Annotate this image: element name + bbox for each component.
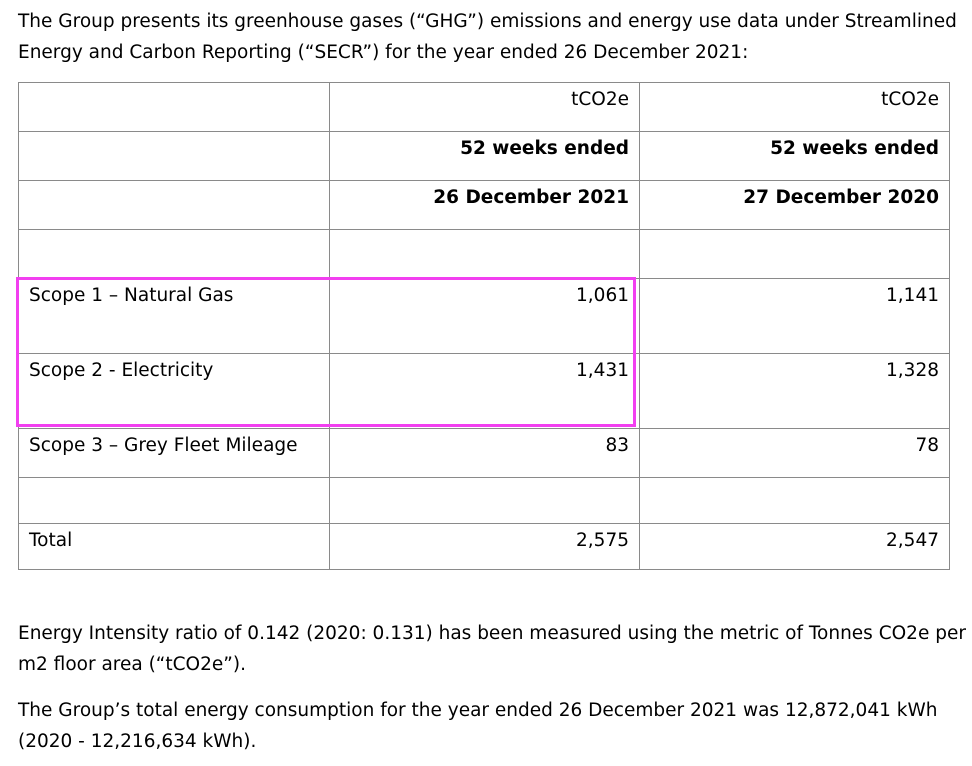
table-row-scope-1: Scope 1 – Natural Gas 1,061 1,141 xyxy=(18,278,950,354)
table-row-spacer xyxy=(18,229,950,279)
row-label: Total xyxy=(18,523,330,570)
row-value-2021 xyxy=(329,477,640,524)
row-label: Scope 1 – Natural Gas xyxy=(18,278,330,354)
row-value-2020 xyxy=(639,229,950,279)
row-value-2021: 1,061 xyxy=(329,278,640,354)
row-label: Scope 3 – Grey Fleet Mileage xyxy=(18,428,330,478)
ghg-emissions-table: tCO2e tCO2e 52 weeks ended 52 weeks ende… xyxy=(18,82,950,570)
table-row-scope-3: Scope 3 – Grey Fleet Mileage 83 78 xyxy=(18,428,950,478)
intensity-line-1: Energy Intensity ratio of 0.142 (2020: 0… xyxy=(18,623,966,644)
row-value-2021 xyxy=(329,229,640,279)
intro-line-2: Energy and Carbon Reporting (“SECR”) for… xyxy=(18,42,749,63)
row-label: Scope 2 - Electricity xyxy=(18,353,330,429)
header-label-cell xyxy=(18,82,330,132)
table-row-total: Total 2,575 2,547 xyxy=(18,523,950,570)
header-period-2021: 52 weeks ended xyxy=(329,131,640,181)
intro-paragraph: The Group presents its greenhouse gases … xyxy=(18,6,958,68)
header-row-period: 52 weeks ended 52 weeks ended xyxy=(18,131,950,181)
header-label-cell xyxy=(18,180,330,230)
row-label xyxy=(18,229,330,279)
row-value-2021: 2,575 xyxy=(329,523,640,570)
header-date-2020: 27 December 2020 xyxy=(639,180,950,230)
row-value-2020 xyxy=(639,477,950,524)
row-value-2020: 78 xyxy=(639,428,950,478)
header-unit-2020: tCO2e xyxy=(639,82,950,132)
row-value-2020: 1,328 xyxy=(639,353,950,429)
header-date-2021: 26 December 2021 xyxy=(329,180,640,230)
header-row-date: 26 December 2021 27 December 2020 xyxy=(18,180,950,230)
row-value-2021: 1,431 xyxy=(329,353,640,429)
header-unit-2021: tCO2e xyxy=(329,82,640,132)
row-label xyxy=(18,477,330,524)
table-row-spacer xyxy=(18,477,950,524)
consumption-line-1: The Group’s total energy consumption for… xyxy=(18,700,938,721)
consumption-paragraph: The Group’s total energy consumption for… xyxy=(18,695,958,757)
header-row-unit: tCO2e tCO2e xyxy=(18,82,950,132)
row-value-2021: 83 xyxy=(329,428,640,478)
intensity-paragraph: Energy Intensity ratio of 0.142 (2020: 0… xyxy=(18,618,966,680)
row-value-2020: 1,141 xyxy=(639,278,950,354)
row-value-2020: 2,547 xyxy=(639,523,950,570)
header-label-cell xyxy=(18,131,330,181)
intro-line-1: The Group presents its greenhouse gases … xyxy=(18,11,957,32)
intensity-line-2: m2 floor area (“tCO2e”). xyxy=(18,654,246,675)
consumption-line-2: (2020 - 12,216,634 kWh). xyxy=(18,731,257,752)
header-period-2020: 52 weeks ended xyxy=(639,131,950,181)
table-row-scope-2: Scope 2 - Electricity 1,431 1,328 xyxy=(18,353,950,429)
